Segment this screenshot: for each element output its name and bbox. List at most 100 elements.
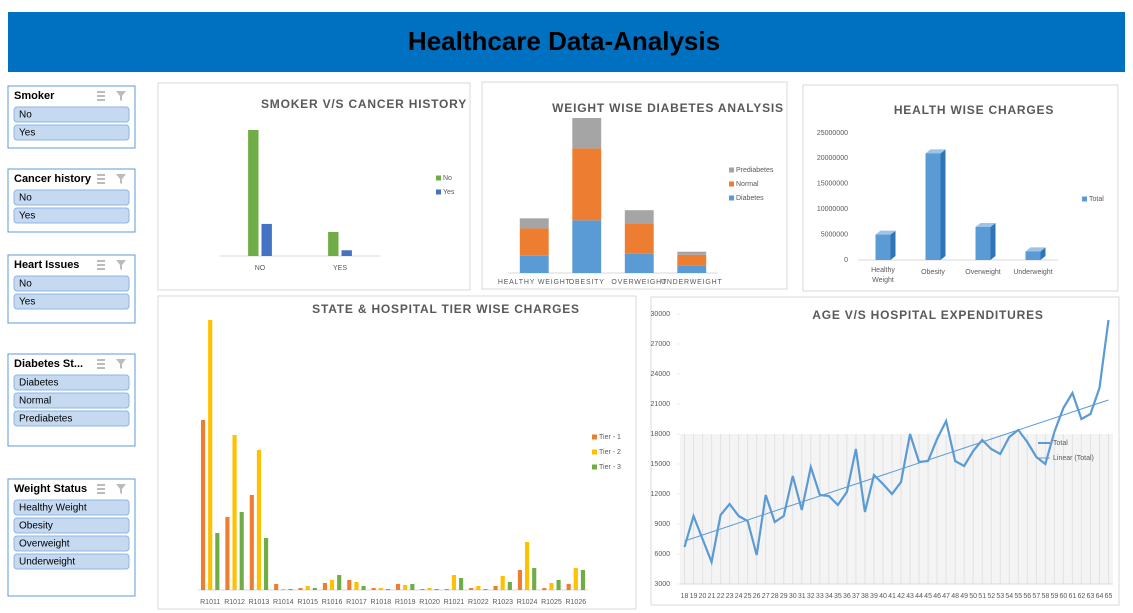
- y-tick-label: 6000: [654, 551, 670, 558]
- bar: [483, 589, 488, 590]
- x-tick-label: 37: [852, 593, 860, 600]
- slicer-item-label: No: [19, 279, 32, 290]
- x-tick-label: 51: [978, 593, 986, 600]
- x-tick-label: 38: [861, 593, 869, 600]
- slicer-item[interactable]: [13, 189, 130, 206]
- slicer-item[interactable]: [13, 207, 130, 224]
- bar: [624, 210, 654, 224]
- legend-label: Normal: [736, 181, 759, 188]
- slicer-item[interactable]: [13, 124, 130, 141]
- bar: [347, 580, 352, 590]
- slicer-item[interactable]: [13, 553, 130, 570]
- slicer-item[interactable]: [13, 374, 130, 391]
- bar: [524, 542, 530, 590]
- slicer-title: Diabetes St...: [14, 358, 83, 370]
- x-tick-label: 65: [1105, 593, 1113, 600]
- x-tick-label: R1023: [492, 599, 513, 606]
- slicer-item-label: Yes: [19, 128, 35, 139]
- x-tick-label: R1014: [273, 599, 294, 606]
- legend-swatch: [592, 434, 597, 440]
- bar: [519, 228, 549, 256]
- bar: [341, 250, 352, 256]
- slicer-item[interactable]: [13, 106, 130, 123]
- x-tick-label: 35: [834, 593, 842, 600]
- x-tick-label: R1022: [468, 599, 489, 606]
- multi-select-icon[interactable]: [97, 174, 105, 184]
- bar: [361, 586, 366, 590]
- bar: [215, 533, 220, 590]
- bar: [975, 226, 991, 260]
- legend-label: Tier - 1: [599, 434, 621, 441]
- bar-side: [990, 222, 996, 260]
- bar: [371, 588, 376, 590]
- chart-title: WEIGHT WISE DIABETES ANALYSIS: [552, 101, 784, 115]
- slicer-item[interactable]: [13, 535, 130, 552]
- clear-filter-icon[interactable]: [116, 260, 126, 270]
- bar: [256, 450, 262, 590]
- x-tick-label: 52: [987, 593, 995, 600]
- x-tick-label: 55: [1014, 593, 1022, 600]
- bar: [288, 589, 293, 590]
- legend-swatch: [729, 195, 734, 201]
- slicer-item[interactable]: [13, 499, 130, 516]
- bar: [500, 576, 505, 590]
- slicer-item[interactable]: [13, 275, 130, 292]
- multi-select-icon[interactable]: [97, 359, 105, 369]
- bar-side: [890, 230, 896, 260]
- slicer-item-label: Overweight: [19, 539, 70, 550]
- slicer-item-label: No: [19, 110, 32, 121]
- legend-swatch: [592, 449, 597, 455]
- x-tick-label: 34: [825, 593, 833, 600]
- bar: [305, 586, 310, 590]
- x-tick-label: R1026: [565, 599, 586, 606]
- x-tick-label: 50: [969, 593, 977, 600]
- slicer-item-label: Healthy Weight: [19, 503, 87, 514]
- legend-label: Total: [1053, 440, 1068, 447]
- bar: [312, 588, 317, 590]
- bar: [337, 575, 342, 590]
- x-tick-label: 41: [888, 593, 896, 600]
- slicer-item[interactable]: [13, 392, 130, 409]
- x-tick-label: UNDERWEIGHT: [661, 279, 723, 286]
- x-tick-label: 27: [762, 593, 770, 600]
- bar: [274, 584, 279, 590]
- x-tick-label: 44: [915, 593, 923, 600]
- multi-select-icon[interactable]: [97, 484, 105, 494]
- x-tick-label: 29: [780, 593, 788, 600]
- multi-select-icon[interactable]: [97, 260, 105, 270]
- slicer-item[interactable]: [13, 410, 130, 427]
- clear-filter-icon[interactable]: [116, 91, 126, 101]
- slicer-title: Cancer history: [14, 173, 92, 185]
- x-tick-label: R1019: [395, 599, 416, 606]
- legend-label: Tier - 3: [599, 464, 621, 471]
- bar: [572, 220, 602, 273]
- bar: [264, 538, 269, 590]
- slicer-item-label: Diabetes: [19, 378, 58, 389]
- chart-title: SMOKER V/S CANCER HISTORY: [261, 97, 467, 111]
- clear-filter-icon[interactable]: [116, 359, 126, 369]
- bar: [1025, 251, 1041, 260]
- bar: [549, 583, 554, 590]
- x-tick-label: R1018: [370, 599, 391, 606]
- slicer-item[interactable]: [13, 293, 130, 310]
- bar: [354, 582, 359, 590]
- slicer-item-label: Underweight: [19, 557, 75, 568]
- legend-swatch: [1082, 196, 1087, 202]
- x-tick-label: 43: [906, 593, 914, 600]
- slicer-item[interactable]: [13, 517, 130, 534]
- bar: [403, 585, 408, 590]
- clear-filter-icon[interactable]: [116, 174, 126, 184]
- chart-title: HEALTH WISE CHARGES: [894, 103, 1054, 117]
- multi-select-icon[interactable]: [97, 91, 105, 101]
- clear-filter-icon[interactable]: [116, 484, 126, 494]
- x-tick-label: 39: [870, 593, 878, 600]
- slicer-title: Weight Status: [14, 483, 87, 495]
- trendline: [684, 399, 1109, 542]
- x-tick-label: 60: [1059, 593, 1067, 600]
- x-tick-label: 42: [897, 593, 905, 600]
- bar: [476, 586, 481, 590]
- y-tick-label: 20000000: [817, 155, 848, 162]
- x-tick-label: NO: [255, 265, 266, 272]
- bar: [624, 223, 654, 254]
